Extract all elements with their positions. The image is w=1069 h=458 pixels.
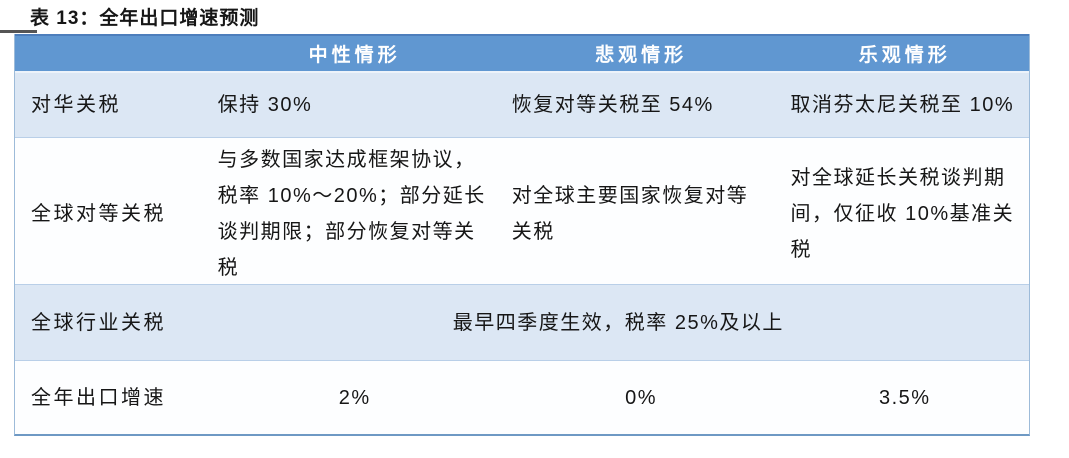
cell-optimistic-growth: 3.5% [878,386,931,409]
table-row-china-tariff: 对华关税 保持 30% 恢复对等关税至 54% 取消芬太尼关税至 10% [15,73,1029,137]
cell-pessimistic-growth: 0% [625,386,658,409]
cell-pessimistic: 恢复对等关税至 54% [511,94,714,116]
row-label: 对华关税 [31,94,121,116]
title-underline-rule [0,30,37,33]
header-cell-optimistic-scenario: 乐观情形 [858,45,951,66]
header-cell-empty [15,36,208,71]
table-header-row: 中性情形 悲观情形 乐观情形 [15,34,1029,73]
cell-neutral: 保持 30% [217,94,313,116]
row-label: 全球对等关税 [31,203,166,225]
cell-neutral: 与多数国家达成框架协议，税率 10%～20%；部分延长谈判期限；部分恢复对等关税 [217,149,486,279]
cell-neutral-growth: 2% [338,386,371,409]
page-title: 表 13：全年出口增速预测 [30,8,260,29]
row-label: 全年出口增速 [31,386,166,409]
table-row-global-sector-tariff: 全球行业关税 最早四季度生效，税率 25%及以上 [15,284,1029,360]
header-cell-neutral-scenario: 中性情形 [308,45,401,66]
table-row-export-growth: 全年出口增速 2% 0% 3.5% [15,360,1029,434]
export-forecast-table: 中性情形 悲观情形 乐观情形 对华关税 保持 30% 恢复对等关税至 54% 取… [14,34,1030,436]
cell-optimistic: 对全球延长关税谈判期间，仅征收 10%基准关税 [790,167,1015,261]
cell-optimistic: 取消芬太尼关税至 10% [790,94,1015,116]
cell-pessimistic: 对全球主要国家恢复对等关税 [511,185,749,243]
row-label: 全球行业关税 [31,311,166,334]
table-row-global-reciprocal-tariff: 全球对等关税 与多数国家达成框架协议，税率 10%～20%；部分延长谈判期限；部… [15,137,1029,284]
header-cell-pessimistic-scenario: 悲观情形 [595,45,688,66]
cell-all-scenarios: 最早四季度生效，税率 25%及以上 [452,311,784,334]
